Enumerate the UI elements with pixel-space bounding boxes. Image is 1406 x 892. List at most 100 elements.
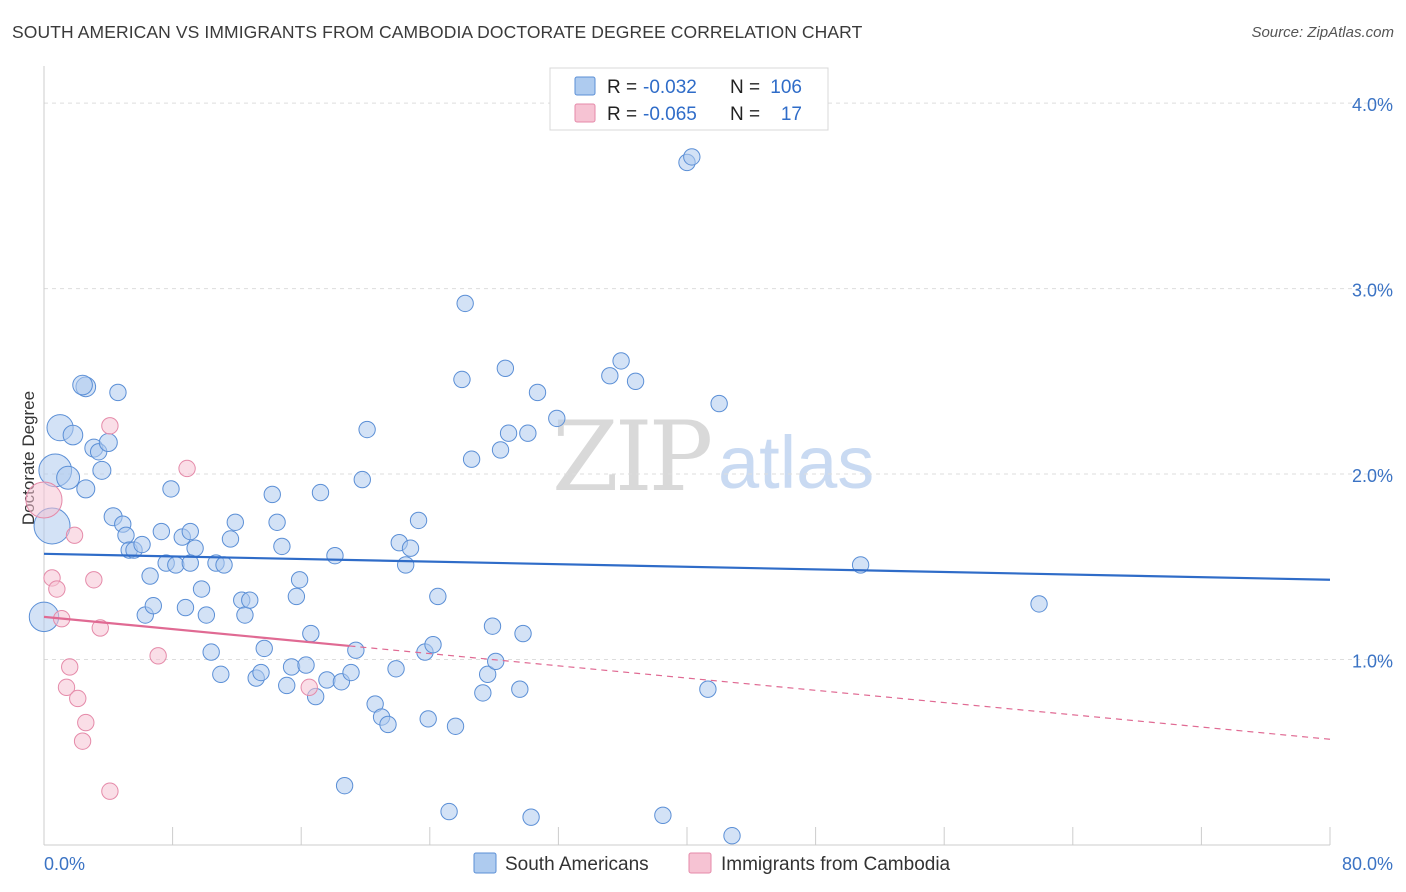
south-american-point: [117, 526, 135, 544]
south-american-point: [252, 663, 270, 682]
south-american-point: [282, 658, 301, 676]
south-american-point: [851, 556, 870, 574]
cambodia-point: [149, 647, 167, 665]
legend-r-label-2: R =: [607, 104, 637, 125]
south-american-point: [347, 641, 365, 659]
south-american-point: [162, 480, 180, 498]
x-tick-labels: 0.0% 80.0%: [44, 854, 1393, 874]
south-american-point: [241, 591, 259, 609]
legend-n-label-1: N =: [730, 77, 760, 98]
south-american-point: [683, 148, 701, 166]
correlation-legend: R = -0.032 N = 106 R = -0.065 N = 17: [549, 67, 829, 131]
south-american-point: [133, 535, 151, 554]
legend-r-value-2: -0.065: [643, 104, 697, 125]
cambodia-point: [91, 619, 109, 637]
south-american-point: [528, 383, 547, 402]
legend-n-value-1: 106: [770, 77, 802, 98]
y-tick-label: 4.0%: [1352, 95, 1393, 115]
cambodia-point: [25, 481, 63, 519]
south-american-point: [215, 556, 233, 574]
y-tick-label: 3.0%: [1352, 281, 1393, 301]
south-american-point: [387, 660, 405, 678]
south-american-point: [236, 606, 254, 624]
legend-swatch-south-americans: [574, 76, 596, 96]
south-american-point: [226, 513, 244, 531]
cambodia-point: [178, 459, 196, 478]
south-american-point: [109, 383, 127, 402]
south-american-point: [152, 522, 171, 541]
south-american-point: [409, 511, 428, 530]
south-american-point: [342, 663, 360, 682]
south-american-point: [1030, 595, 1048, 613]
south-american-point: [186, 539, 204, 557]
cambodia-point: [85, 571, 103, 589]
source-label: Source: ZipAtlas.com: [1251, 24, 1394, 41]
south-american-point: [181, 522, 199, 541]
chart-title: SOUTH AMERICAN VS IMMIGRANTS FROM CAMBOD…: [12, 22, 863, 42]
south-american-point: [487, 652, 505, 671]
cambodia-point: [77, 713, 95, 732]
cambodia-point: [101, 782, 119, 800]
cambodia-trend-line-solid: [43, 615, 350, 648]
south-american-point: [453, 370, 471, 389]
cambodia-point: [57, 678, 76, 697]
series-legend-south-americans: South Americans: [505, 854, 649, 875]
south-american-point: [255, 639, 273, 658]
south-american-point: [401, 539, 420, 557]
south-american-point: [491, 441, 510, 459]
south-american-point: [62, 424, 84, 446]
south-american-point: [511, 680, 529, 698]
south-american-point: [710, 394, 728, 413]
south-american-point: [167, 556, 185, 574]
south-american-point: [446, 717, 465, 735]
series-legend: South Americans Immigrants from Cambodia: [473, 852, 951, 875]
south-american-point: [176, 598, 195, 617]
south-american-point: [353, 470, 371, 489]
south-american-point: [287, 587, 306, 606]
south-americans-trend-line: [43, 552, 1331, 581]
south-american-point: [483, 617, 502, 635]
south-american-point: [440, 802, 458, 821]
axes: [43, 66, 1331, 846]
south-american-point: [456, 294, 474, 313]
cambodia-point: [73, 732, 92, 750]
south-american-point: [478, 665, 497, 684]
legend-r-value-1: -0.032: [643, 77, 697, 98]
legend-n-value-2: 17: [781, 104, 802, 125]
south-american-point: [397, 556, 415, 574]
x-tick-label-min: 0.0%: [44, 854, 85, 874]
south-american-point: [311, 483, 330, 502]
south-american-point: [326, 546, 344, 565]
south-american-point: [514, 624, 532, 643]
legend-box: [549, 67, 829, 131]
south-american-point: [141, 567, 159, 585]
cambodia-point: [61, 658, 79, 676]
south-american-point: [92, 460, 112, 480]
south-american-point: [424, 636, 442, 654]
south-american-point: [144, 597, 162, 615]
south-american-point: [202, 643, 220, 661]
south-american-point: [723, 827, 741, 845]
south-american-point: [76, 479, 96, 499]
south-american-point: [192, 580, 211, 598]
south-american-point: [419, 710, 437, 728]
x-tick-label-max: 80.0%: [1342, 854, 1393, 874]
south-american-point: [302, 624, 320, 643]
south-american-point: [297, 656, 315, 674]
south-american-point: [278, 676, 296, 695]
cambodia-point: [48, 580, 66, 598]
south-american-point: [56, 465, 81, 490]
watermark: ZIP atlas: [552, 401, 874, 513]
south-american-point: [519, 424, 537, 442]
south-american-point: [273, 537, 291, 556]
legend-swatch-cambodia: [574, 103, 596, 123]
south-american-point: [335, 776, 354, 795]
south-american-point: [290, 571, 309, 589]
south-american-point: [654, 806, 672, 825]
trend-lines: [43, 552, 1331, 740]
south-american-point: [699, 680, 717, 698]
watermark-atlas: atlas: [718, 421, 874, 504]
cambodia-point: [300, 678, 318, 697]
south-american-point: [197, 606, 216, 624]
